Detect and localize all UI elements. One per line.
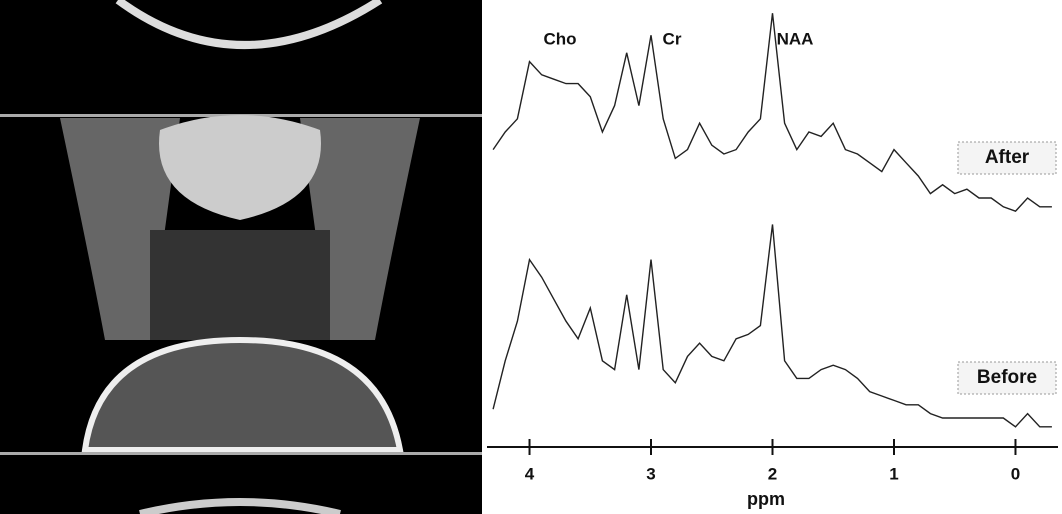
legend-box: [957, 141, 1057, 175]
legend-label: Before: [977, 367, 1037, 388]
legend-box: [957, 361, 1057, 395]
spectrum-line: [492, 224, 1052, 428]
skull-arc: [139, 498, 341, 514]
slice-border: [0, 452, 482, 455]
x-tick-label: 1: [889, 464, 898, 483]
x-tick-label: 3: [646, 464, 655, 483]
x-tick-label: 2: [768, 464, 777, 483]
peak-label: NAA: [777, 29, 814, 48]
legend-label: After: [985, 147, 1030, 168]
peak-label: Cho: [543, 29, 576, 48]
ventricle: [159, 115, 321, 220]
spectrum-line: [492, 13, 1052, 213]
cerebellum: [81, 336, 404, 453]
peak-label: Cr: [663, 29, 682, 48]
x-tick-label: 4: [525, 464, 535, 483]
skull-arc: [115, 0, 383, 49]
x-tick-label: 0: [1011, 464, 1020, 483]
mri-image: [0, 0, 482, 514]
x-axis-label: ppm: [747, 489, 785, 509]
brainstem: [150, 230, 330, 340]
